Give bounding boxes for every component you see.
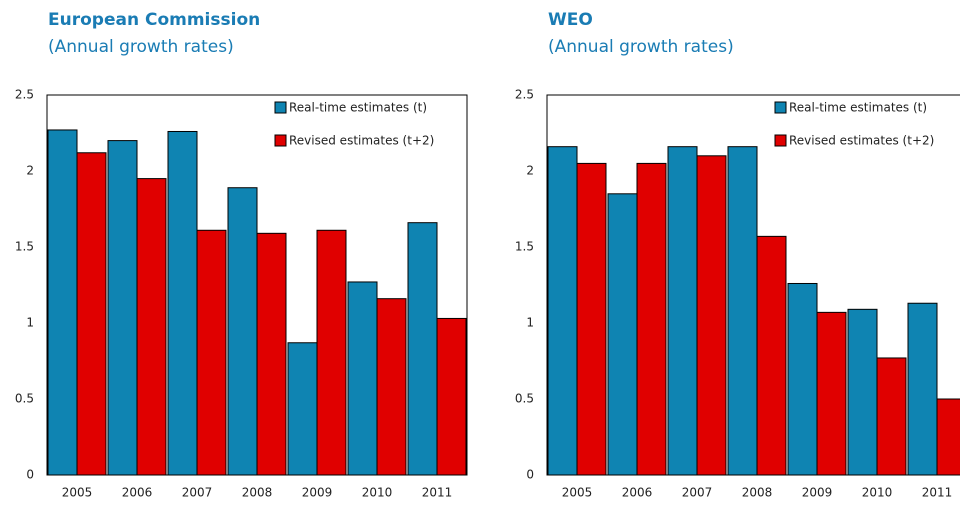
legend-swatch [774,134,787,147]
y-tick-label: 1.5 [15,240,34,254]
bar [787,282,818,476]
bar [907,302,938,476]
x-tick-label: 2008 [242,486,273,500]
y-tick-label: 0 [26,468,34,482]
x-tick-label: 2010 [862,486,893,500]
bar [196,229,227,476]
y-tick-label: 2 [26,164,34,178]
bar [436,317,467,476]
bar [936,398,960,476]
bar [876,357,907,476]
chart-title: European Commission [48,10,260,30]
legend-label: Real-time estimates (t) [289,101,427,115]
bar [636,162,667,476]
y-tick-label: 2.5 [515,88,534,102]
legend-swatch [274,134,287,147]
x-tick-label: 2008 [742,486,773,500]
x-tick-label: 2009 [802,486,833,500]
bar [347,281,378,476]
bar [667,146,698,476]
bar [47,129,78,476]
x-tick-label: 2007 [182,486,213,500]
x-tick-label: 2006 [622,486,653,500]
plot-frame [46,94,468,476]
chart-title: WEO [548,10,593,30]
bar [576,162,607,476]
bar [227,187,258,476]
legend-swatch [274,101,287,114]
bar [816,311,847,476]
y-tick-label: 0.5 [515,392,534,406]
y-tick-label: 0.5 [15,392,34,406]
legend-swatch [774,101,787,114]
bar [607,193,638,476]
x-tick-label: 2011 [422,486,453,500]
bar [76,152,107,476]
legend-label: Revised estimates (t+2) [789,134,934,148]
plot-frame [546,94,960,476]
x-tick-label: 2011 [922,486,953,500]
legend-label: Revised estimates (t+2) [289,134,434,148]
bar [256,232,287,476]
y-tick-label: 2 [526,164,534,178]
y-tick-label: 1 [526,316,534,330]
bar [547,146,578,476]
bar [136,178,167,476]
y-tick-label: 2.5 [15,88,34,102]
chart-subtitle: (Annual growth rates) [48,37,234,57]
x-tick-label: 2010 [362,486,393,500]
y-tick-label: 1 [26,316,34,330]
bar [727,146,758,476]
bar [316,229,347,476]
x-tick-label: 2006 [122,486,153,500]
bar [847,308,878,476]
legend-label: Real-time estimates (t) [789,101,927,115]
y-tick-label: 1.5 [515,240,534,254]
chart-subtitle: (Annual growth rates) [548,37,734,57]
bar [287,342,318,476]
x-tick-label: 2009 [302,486,333,500]
bar [756,235,787,476]
x-tick-label: 2005 [562,486,593,500]
y-tick-label: 0 [526,468,534,482]
bar [376,298,407,476]
x-tick-label: 2005 [62,486,93,500]
bar [696,155,727,476]
bar [167,130,198,476]
bar [107,140,138,476]
x-tick-label: 2007 [682,486,713,500]
bar [407,222,438,476]
